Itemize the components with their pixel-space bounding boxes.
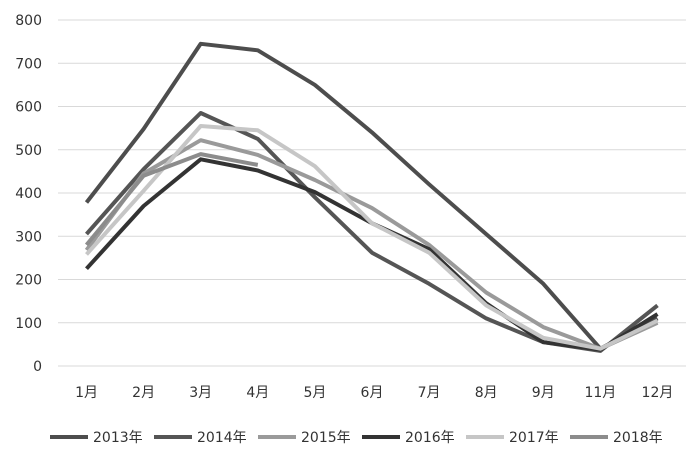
y-tick-label: 400 [15, 186, 42, 202]
y-axis-ticks: 0 100 200 300 400 500 600 700 800 [15, 13, 42, 375]
x-tick-label: 12月 [642, 385, 674, 401]
x-tick-label: 1月 [75, 385, 98, 401]
y-tick-label: 700 [15, 56, 42, 72]
x-tick-label: 8月 [475, 385, 498, 401]
x-axis-ticks: 1月 2月 3月 4月 5月 6月 7月 8月 9月 11月 12月 [75, 385, 673, 401]
y-tick-label: 200 [15, 273, 42, 289]
legend-label: 2016年 [405, 430, 455, 446]
x-tick-label: 11月 [584, 385, 616, 401]
x-tick-label: 7月 [418, 385, 441, 401]
series-line-2 [84, 138, 659, 351]
legend-label: 2018年 [613, 430, 663, 446]
x-tick-label: 5月 [303, 385, 326, 401]
y-tick-label: 500 [15, 143, 42, 159]
y-tick-label: 100 [15, 316, 42, 332]
x-tick-label: 4月 [246, 385, 269, 401]
x-tick-label: 3月 [189, 385, 212, 401]
legend-label: 2015年 [301, 430, 351, 446]
x-tick-label: 6月 [361, 385, 384, 401]
x-tick-label: 9月 [532, 385, 555, 401]
series-line-0 [84, 41, 659, 351]
x-tick-label: 2月 [132, 385, 155, 401]
y-tick-label: 0 [33, 359, 42, 375]
series-lines [84, 41, 659, 353]
series-line-4 [85, 124, 659, 351]
y-tick-label: 600 [15, 100, 42, 116]
series-line-5 [84, 152, 259, 247]
legend-label: 2017年 [509, 430, 559, 446]
y-tick-label: 800 [15, 13, 42, 29]
legend: 2013年 2014年 2015年 2016年 2017年 2018年 [50, 430, 663, 446]
y-tick-label: 300 [15, 229, 42, 245]
gridlines [58, 19, 686, 367]
legend-label: 2013年 [93, 430, 143, 446]
legend-label: 2014年 [197, 430, 247, 446]
